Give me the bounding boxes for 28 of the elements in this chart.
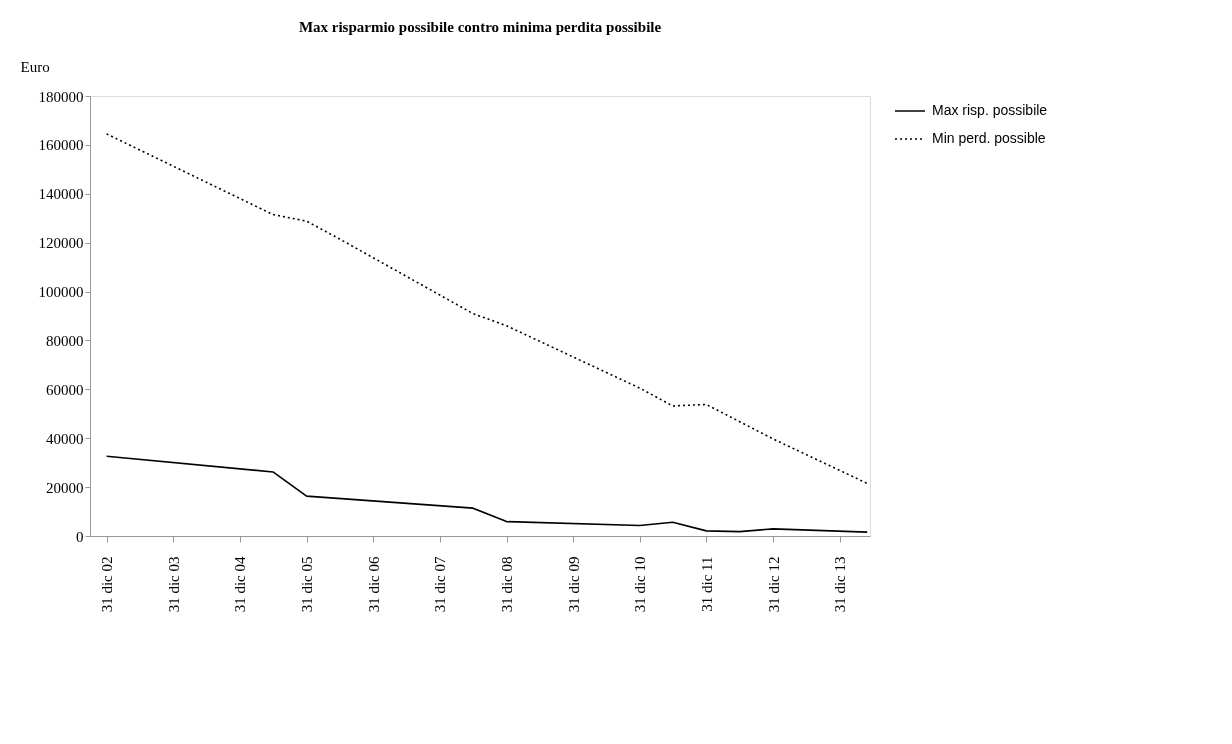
y-tick-label: 0 <box>76 528 84 545</box>
line-series <box>105 455 869 533</box>
legend-label: Max risp. possibile <box>932 102 1048 118</box>
x-tick-label: 31 dic 10 <box>632 556 649 613</box>
y-axis-title: Euro <box>20 58 50 75</box>
y-tick-label: 100000 <box>38 284 84 301</box>
line-series <box>105 133 869 485</box>
x-tick-label: 31 dic 06 <box>365 556 382 613</box>
y-tick-label: 20000 <box>46 479 84 496</box>
x-tick-label: 31 dic 02 <box>99 556 116 613</box>
x-tick-label: 31 dic 03 <box>165 556 182 613</box>
y-tick-label: 120000 <box>38 235 84 252</box>
y-tick-label: 60000 <box>46 381 84 398</box>
x-tick-label: 31 dic 05 <box>299 556 316 613</box>
x-tick-label: 31 dic 13 <box>832 556 849 613</box>
x-tick-label: 31 dic 12 <box>765 556 782 613</box>
x-tick-label: 31 dic 04 <box>232 556 249 613</box>
y-tick-label: 160000 <box>38 137 84 154</box>
y-tick-label: 140000 <box>38 186 84 203</box>
y-tick-label: 40000 <box>46 430 84 447</box>
x-tick-label: 31 dic 09 <box>565 556 582 613</box>
y-tick-label: 80000 <box>46 332 84 349</box>
legend-label: Min perd. possible <box>932 130 1046 146</box>
y-tick-label: 180000 <box>38 88 84 105</box>
x-tick-label: 31 dic 11 <box>698 556 715 612</box>
x-tick-label: 31 dic 07 <box>432 556 449 613</box>
chart-title: Max risparmio possibile contro minima perdita possibile <box>298 19 662 35</box>
x-tick-label: 31 dic 08 <box>499 556 516 613</box>
